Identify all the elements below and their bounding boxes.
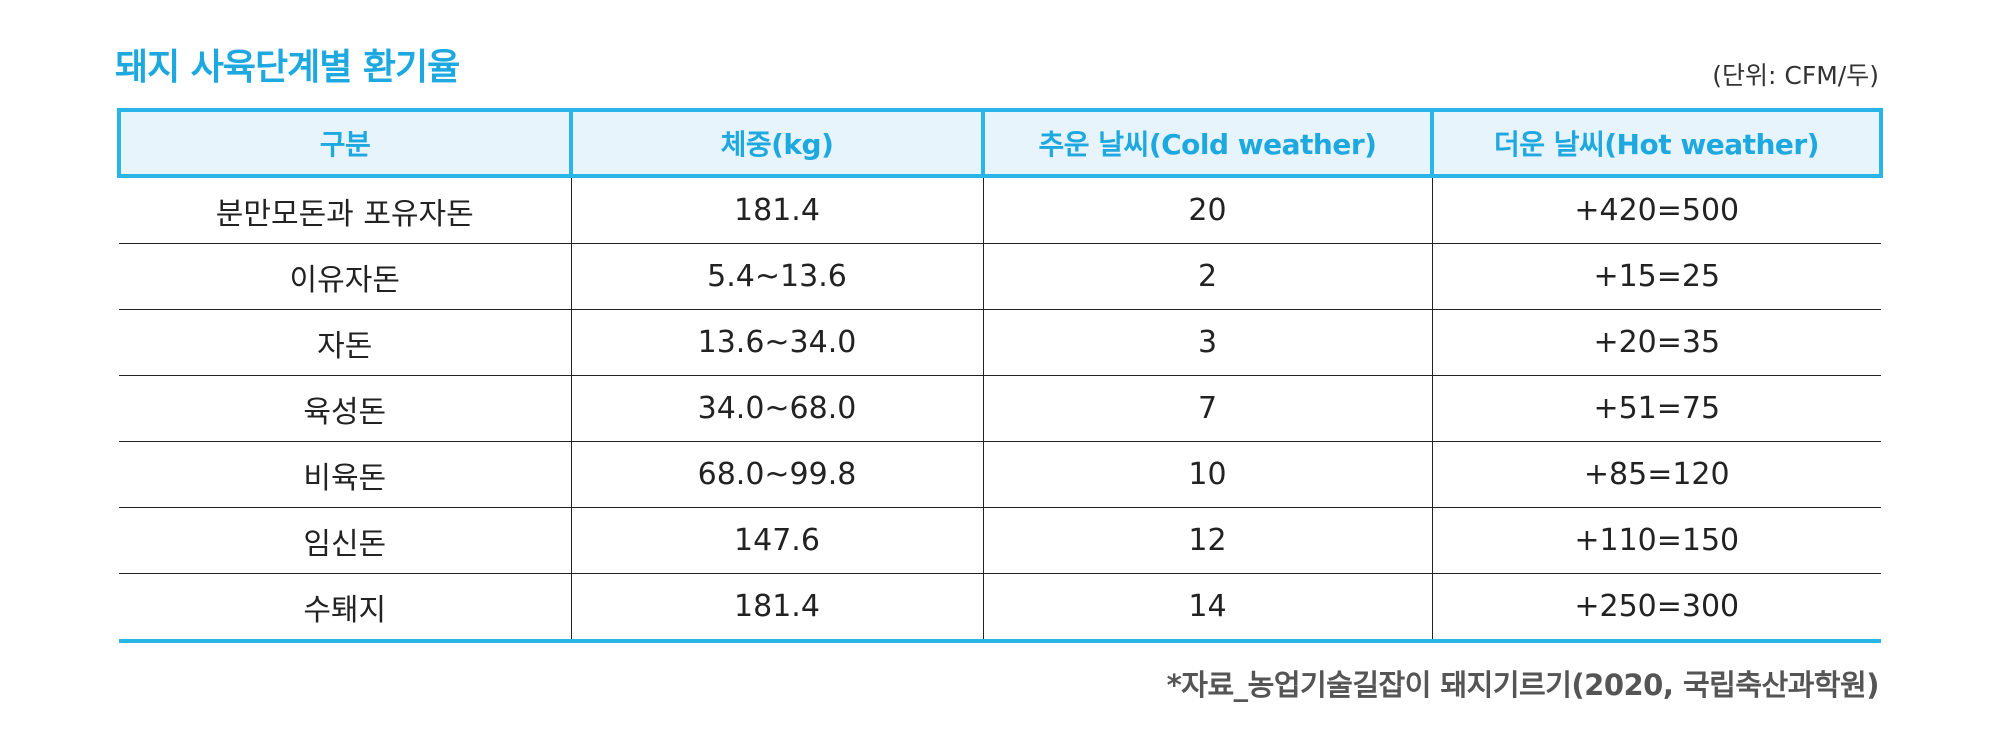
table-row: 이유자돈 5.4~13.6 2 +15=25 <box>119 243 1881 310</box>
table-cell: 7 <box>982 375 1432 442</box>
table-row: 육성돈 34.0~68.0 7 +51=75 <box>119 375 1881 442</box>
table-row: 분만모돈과 포유자돈 181.4 20 +420=500 <box>119 176 1881 244</box>
table-cell: +85=120 <box>1431 441 1881 508</box>
table-cell: 수퇘지 <box>119 573 571 643</box>
table-row: 자돈 13.6~34.0 3 +20=35 <box>119 309 1881 376</box>
table-cell: 10 <box>982 441 1432 508</box>
table-cell: 181.4 <box>570 176 983 244</box>
table-cell: 분만모돈과 포유자돈 <box>119 176 571 244</box>
table-cell: +420=500 <box>1431 176 1881 244</box>
table-cell: 34.0~68.0 <box>570 375 983 442</box>
table-cell: 비육돈 <box>119 441 571 508</box>
table-cell: 13.6~34.0 <box>570 309 983 376</box>
table-cell: 3 <box>982 309 1432 376</box>
table-cell: +20=35 <box>1431 309 1881 376</box>
table-cell: 2 <box>982 243 1432 310</box>
table-cell: +15=25 <box>1431 243 1881 310</box>
table-cell: 20 <box>982 176 1432 244</box>
table-body: 분만모돈과 포유자돈 181.4 20 +420=500 이유자돈 5.4~13.6 2 +1… <box>119 176 1881 643</box>
title: 돼지 사육단계별 환기율 <box>115 47 460 88</box>
column-header: 체중(kg) <box>569 108 985 178</box>
table-cell: 12 <box>982 507 1432 574</box>
table-row: 비육돈 68.0~99.8 10 +85=120 <box>119 441 1881 508</box>
table-row: 수퇘지 181.4 14 +250=300 <box>119 573 1881 643</box>
table-cell: 자돈 <box>119 309 571 376</box>
header-row: 구분 체중(kg) 추운 날씨(Cold weather) 더운 날씨(Hot wea… <box>117 108 1883 178</box>
column-header: 추운 날씨(Cold weather) <box>981 108 1434 178</box>
table-cell: 5.4~13.6 <box>570 243 983 310</box>
table-cell: 68.0~99.8 <box>570 441 983 508</box>
table-row: 임신돈 147.6 12 +110=150 <box>119 507 1881 574</box>
table-cell: 147.6 <box>570 507 983 574</box>
table-cell: +51=75 <box>1431 375 1881 442</box>
table-cell: 181.4 <box>570 573 983 643</box>
data-table: 구분 체중(kg) 추운 날씨(Cold weather) 더운 날씨(Hot wea… <box>117 108 1883 643</box>
unit-label: (단위: CFM/두) <box>1712 61 1879 90</box>
table-cell: +110=150 <box>1431 507 1881 574</box>
column-header: 더운 날씨(Hot weather) <box>1430 108 1883 178</box>
table-cell: 14 <box>982 573 1432 643</box>
footnote: *자료_농업기술길잡이 돼지기르기(2020, 국립축산과학원) <box>1166 668 1880 702</box>
table-cell: 이유자돈 <box>119 243 571 310</box>
table-cell: 육성돈 <box>119 375 571 442</box>
column-header: 구분 <box>117 108 573 178</box>
table-cell: +250=300 <box>1431 573 1881 643</box>
table-cell: 임신돈 <box>119 507 571 574</box>
